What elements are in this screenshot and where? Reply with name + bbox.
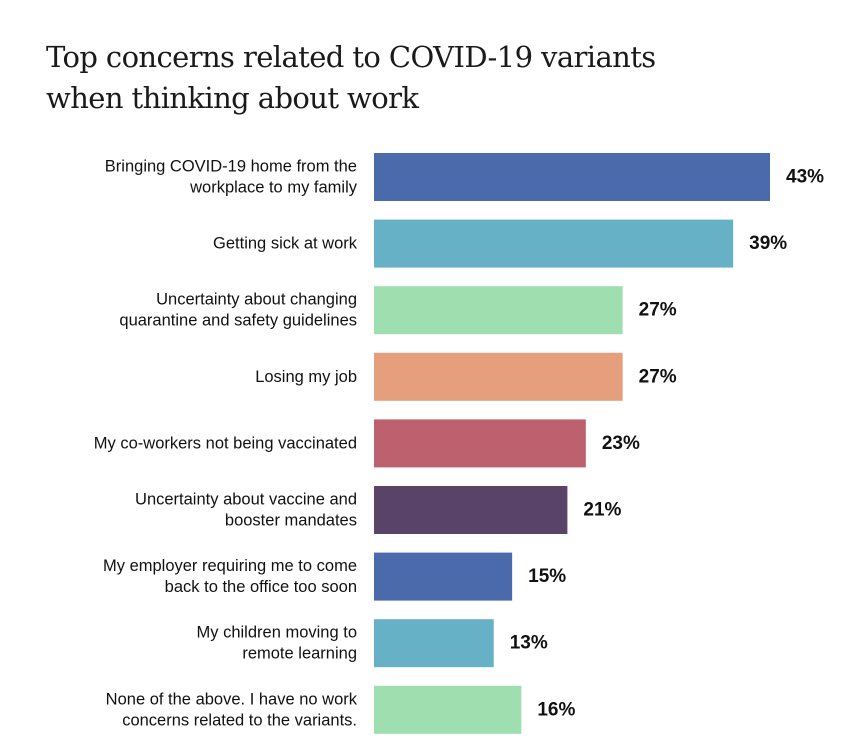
value-label-7: 15% — [528, 566, 566, 587]
category-label-3-line-2: quarantine and safety guidelines — [119, 312, 357, 330]
chart-title-line-2: when thinking about work — [46, 81, 419, 115]
category-label-7-line-1: My employer requiring me to come — [103, 557, 357, 575]
category-label-5-line-1: My co-workers not being vaccinated — [94, 434, 357, 452]
bar-3 — [374, 286, 623, 335]
bar-5 — [374, 419, 586, 468]
value-label-8: 13% — [510, 633, 548, 654]
category-label-8-line-2: remote learning — [242, 645, 357, 663]
category-label-8-line-1: My children moving to — [197, 624, 357, 642]
bar-6 — [374, 486, 568, 534]
category-label-2-line-1: Getting sick at work — [213, 235, 358, 253]
bar-8 — [374, 619, 494, 668]
category-label-3-line-1: Uncertainty about changing — [156, 291, 357, 309]
bar-4 — [374, 352, 623, 401]
category-label-6-line-2: booster mandates — [225, 512, 357, 530]
bar-7 — [374, 552, 513, 601]
value-label-3: 27% — [639, 300, 677, 321]
value-label-6: 21% — [583, 500, 621, 521]
bar-2 — [374, 219, 734, 268]
value-label-9: 16% — [537, 699, 575, 720]
bar-9 — [374, 685, 522, 734]
value-label-5: 23% — [602, 433, 640, 454]
category-label-9-line-2: concerns related to the variants. — [122, 711, 357, 729]
chart-title-line-1: Top concerns related to COVID-19 variant… — [46, 40, 656, 74]
category-label-4-line-1: Losing my job — [255, 368, 357, 386]
category-label-7-line-2: back to the office too soon — [165, 578, 357, 596]
category-label-1-line-1: Bringing COVID-19 home from the — [105, 158, 357, 176]
value-label-2: 39% — [749, 233, 787, 254]
value-label-1: 43% — [786, 167, 824, 188]
category-label-9-line-1: None of the above. I have no work — [106, 690, 358, 708]
category-label-6-line-1: Uncertainty about vaccine and — [135, 491, 357, 509]
bar-1 — [374, 153, 770, 201]
category-label-1-line-2: workplace to my family — [189, 179, 358, 197]
value-label-4: 27% — [639, 366, 677, 387]
